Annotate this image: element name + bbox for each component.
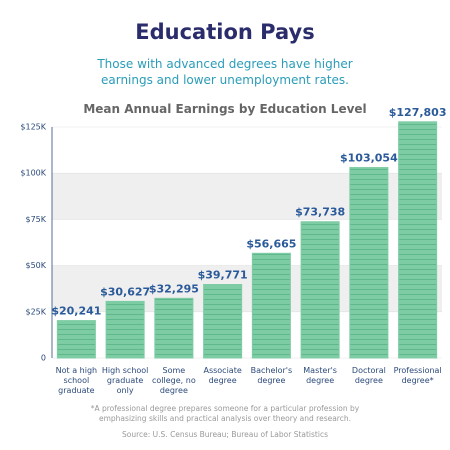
y-tick-label: 0 [41,354,46,363]
x-tick-label: Bachelor's degree [250,366,293,385]
y-tick-label: $25K [25,307,46,316]
bar [398,121,438,359]
y-tick-label: $125K [20,123,46,132]
bar [56,320,96,359]
chart-title: Mean Annual Earnings by Education Level [83,102,367,116]
y-tick-label: $100K [20,169,46,178]
subtitle: Those with advanced degrees have higher … [97,57,353,87]
title: Education Pays [135,20,315,44]
value-label: $127,803 [389,106,447,119]
bar [251,252,291,359]
source: Source: U.S. Census Bureau; Bureau of La… [122,430,328,439]
footnote: *A professional degree prepares someone … [90,404,360,423]
x-tick-label: Professional degree* [393,366,442,385]
value-label: $20,241 [51,305,101,318]
x-tick-label: Some college, no degree [152,366,196,395]
value-label: $103,054 [340,152,398,165]
value-label: $73,738 [295,206,345,219]
bar [349,167,389,359]
value-label: $39,771 [198,269,248,282]
bar [154,297,194,359]
y-tick-label: $75K [25,215,46,224]
x-tick-label: High school graduate only [101,366,149,395]
x-tick-label: Associate degree [203,366,242,385]
bar [300,221,340,359]
y-tick-label: $50K [25,261,46,270]
value-label: $32,295 [149,282,199,295]
x-tick-label: Doctoral degree [351,366,386,385]
x-tick-label: Not a high school graduate [55,366,98,395]
x-tick-label: Master's degree [303,366,337,385]
bar [105,300,145,359]
value-label: $30,627 [100,285,150,298]
value-label: $56,665 [246,237,296,250]
bar [203,284,243,359]
